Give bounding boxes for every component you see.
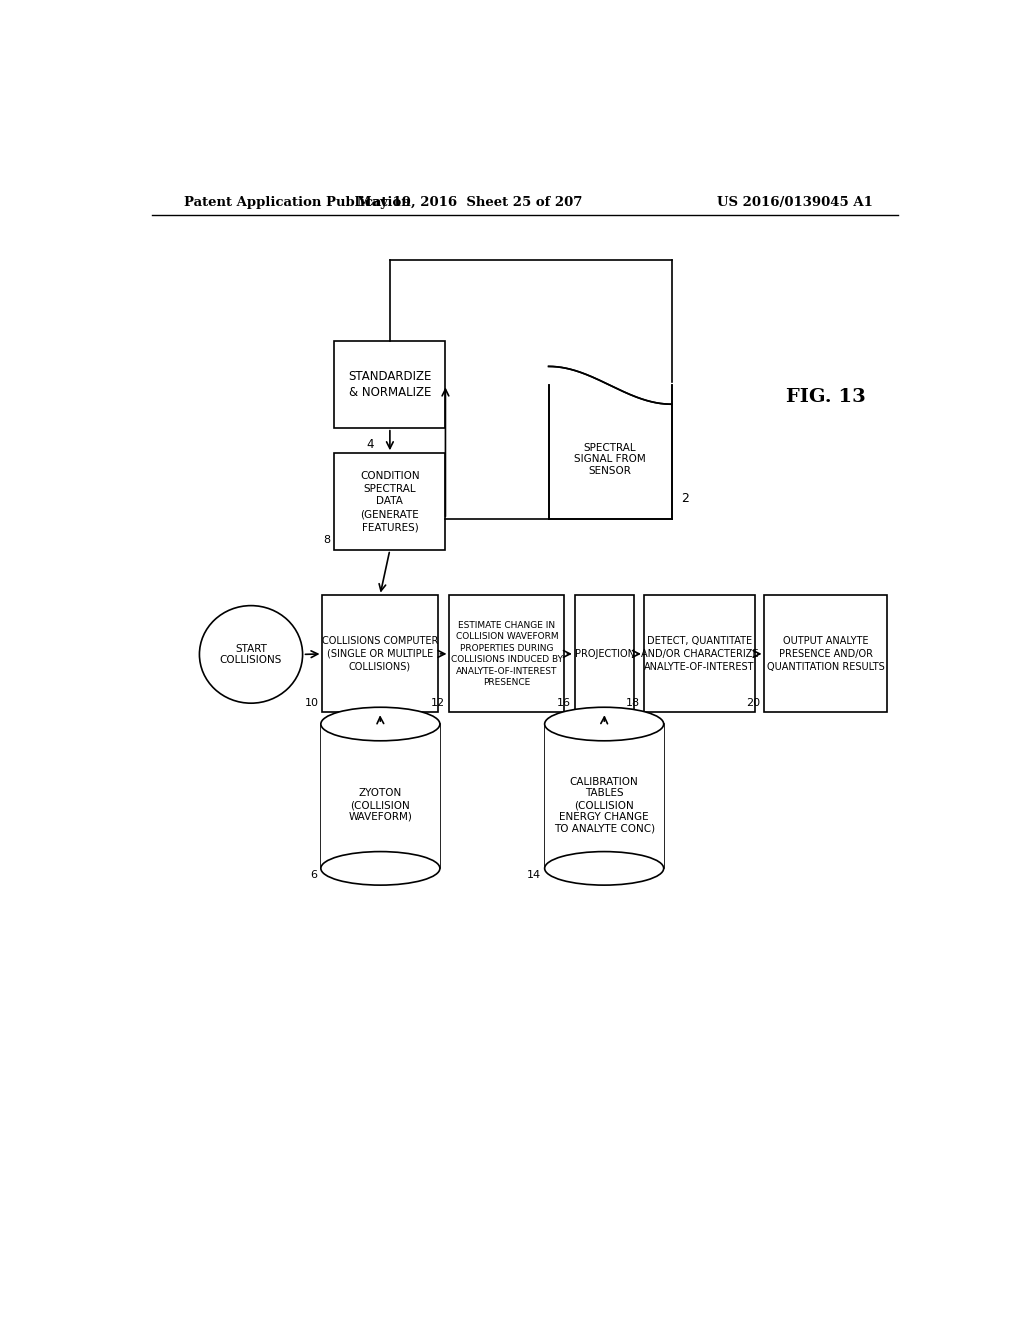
Bar <box>334 453 445 549</box>
Bar <box>644 595 755 713</box>
Text: FIG. 13: FIG. 13 <box>786 388 866 407</box>
Text: 6: 6 <box>310 870 316 880</box>
Text: 10: 10 <box>304 698 318 709</box>
Text: CALIBRATION
TABLES
(COLLISION
ENERGY CHANGE
TO ANALYTE CONC): CALIBRATION TABLES (COLLISION ENERGY CHA… <box>554 777 654 833</box>
Text: STANDARDIZE
& NORMALIZE: STANDARDIZE & NORMALIZE <box>348 370 431 399</box>
Text: SPECTRAL
SIGNAL FROM
SENSOR: SPECTRAL SIGNAL FROM SENSOR <box>574 442 646 477</box>
Text: 12: 12 <box>431 698 445 709</box>
Polygon shape <box>549 367 672 404</box>
Bar <box>545 725 664 869</box>
Text: CONDITION
SPECTRAL
DATA
(GENERATE
FEATURES): CONDITION SPECTRAL DATA (GENERATE FEATUR… <box>360 471 420 532</box>
Bar <box>321 725 440 869</box>
Text: Patent Application Publication: Patent Application Publication <box>183 195 411 209</box>
Text: ZYOTON
(COLLISION
WAVEFORM): ZYOTON (COLLISION WAVEFORM) <box>348 788 413 821</box>
Ellipse shape <box>545 851 664 886</box>
Text: 2: 2 <box>681 492 689 506</box>
Text: ESTIMATE CHANGE IN
COLLISION WAVEFORM
PROPERTIES DURING
COLLISIONS INDUCED BY
AN: ESTIMATE CHANGE IN COLLISION WAVEFORM PR… <box>451 620 563 686</box>
Text: US 2016/0139045 A1: US 2016/0139045 A1 <box>717 195 872 209</box>
Bar <box>323 595 437 713</box>
Text: 14: 14 <box>526 870 541 880</box>
Bar <box>334 342 445 428</box>
Text: START
COLLISIONS: START COLLISIONS <box>220 644 283 665</box>
Ellipse shape <box>545 708 664 741</box>
Bar <box>765 595 888 713</box>
Text: May 19, 2016  Sheet 25 of 207: May 19, 2016 Sheet 25 of 207 <box>356 195 582 209</box>
Bar <box>574 595 634 713</box>
Text: DETECT, QUANTITATE
AND/OR CHARACTERIZE
ANALYTE-OF-INTEREST: DETECT, QUANTITATE AND/OR CHARACTERIZE A… <box>641 636 758 672</box>
Text: OUTPUT ANALYTE
PRESENCE AND/OR
QUANTITATION RESULTS: OUTPUT ANALYTE PRESENCE AND/OR QUANTITAT… <box>767 636 885 672</box>
Text: PROJECTION: PROJECTION <box>574 649 635 659</box>
Text: COLLISIONS COMPUTER
(SINGLE OR MULTIPLE
COLLISIONS): COLLISIONS COMPUTER (SINGLE OR MULTIPLE … <box>322 636 438 672</box>
Text: 20: 20 <box>746 698 761 709</box>
Text: 18: 18 <box>626 698 640 709</box>
Bar <box>549 385 672 519</box>
Ellipse shape <box>321 851 440 886</box>
Ellipse shape <box>321 708 440 741</box>
Text: 8: 8 <box>324 535 331 545</box>
Text: 4: 4 <box>367 438 374 451</box>
Bar <box>450 595 564 713</box>
Ellipse shape <box>200 606 303 704</box>
Text: 16: 16 <box>557 698 570 709</box>
